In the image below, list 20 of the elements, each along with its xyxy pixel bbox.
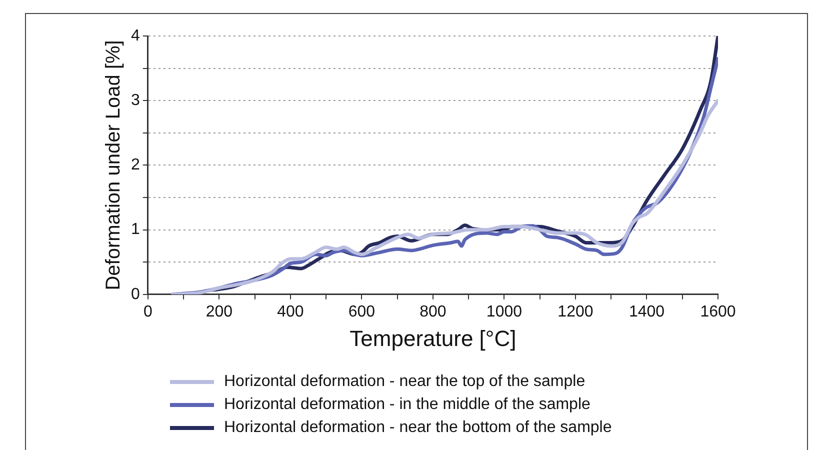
y-tick-label: 4 [130,27,140,44]
x-tick-label: 1000 [486,303,522,320]
x-axis-title: Temperature [°C] [350,326,516,351]
x-tick-label: 400 [277,303,304,320]
x-tick-label: 200 [206,303,233,320]
legend-label: Horizontal deformation - in the middle of the sample [224,396,590,414]
y-tick-label: 1 [130,221,140,238]
legend-label: Horizontal deformation - near the top of the sample [224,372,586,390]
x-tick-label: 0 [143,303,152,320]
legend-label: Horizontal deformation - near the bottom of the sample [224,418,612,436]
x-tick-label: 800 [420,303,446,320]
x-tick-label: 600 [348,303,376,320]
line-series [171,98,718,294]
y-tick-label: 2 [130,156,140,174]
y-tick-label: 0 [130,286,140,303]
y-axis-title: Deformation under Load [%] [102,40,125,290]
x-tick-label: 1200 [558,303,594,320]
x-tick-label: 1400 [628,303,665,320]
x-tick-label: 1600 [700,303,736,320]
y-tick-label: 3 [130,92,140,110]
